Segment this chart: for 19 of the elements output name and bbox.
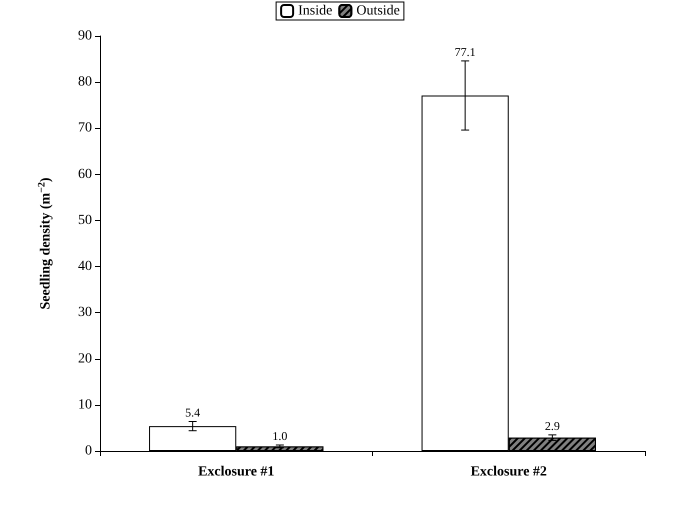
y-tick-label: 20 (78, 351, 92, 366)
data-label: 1.0 (272, 429, 288, 444)
legend-label: Inside (298, 4, 332, 18)
y-axis-title: Seedling density (m−2) (36, 177, 54, 310)
x-tick-label: Exclosure #1 (198, 464, 274, 480)
legend-label: Outside (356, 4, 400, 18)
y-tick-label: 50 (78, 212, 92, 228)
y-tick-label: 90 (78, 28, 92, 44)
y-tick-label: 30 (78, 305, 92, 320)
y-tick-label: 80 (78, 74, 92, 90)
data-label: 5.4 (185, 405, 200, 420)
y-tick-label: 0 (85, 444, 92, 458)
y-tick-label: 40 (78, 259, 92, 274)
y-tick-label: 60 (78, 166, 92, 182)
data-label: 77.1 (454, 44, 476, 59)
y-tick-label: 70 (78, 120, 92, 136)
data-label: 2.9 (544, 418, 560, 433)
y-tick-label: 10 (78, 397, 92, 412)
x-tick-label: Exclosure #2 (470, 464, 547, 480)
